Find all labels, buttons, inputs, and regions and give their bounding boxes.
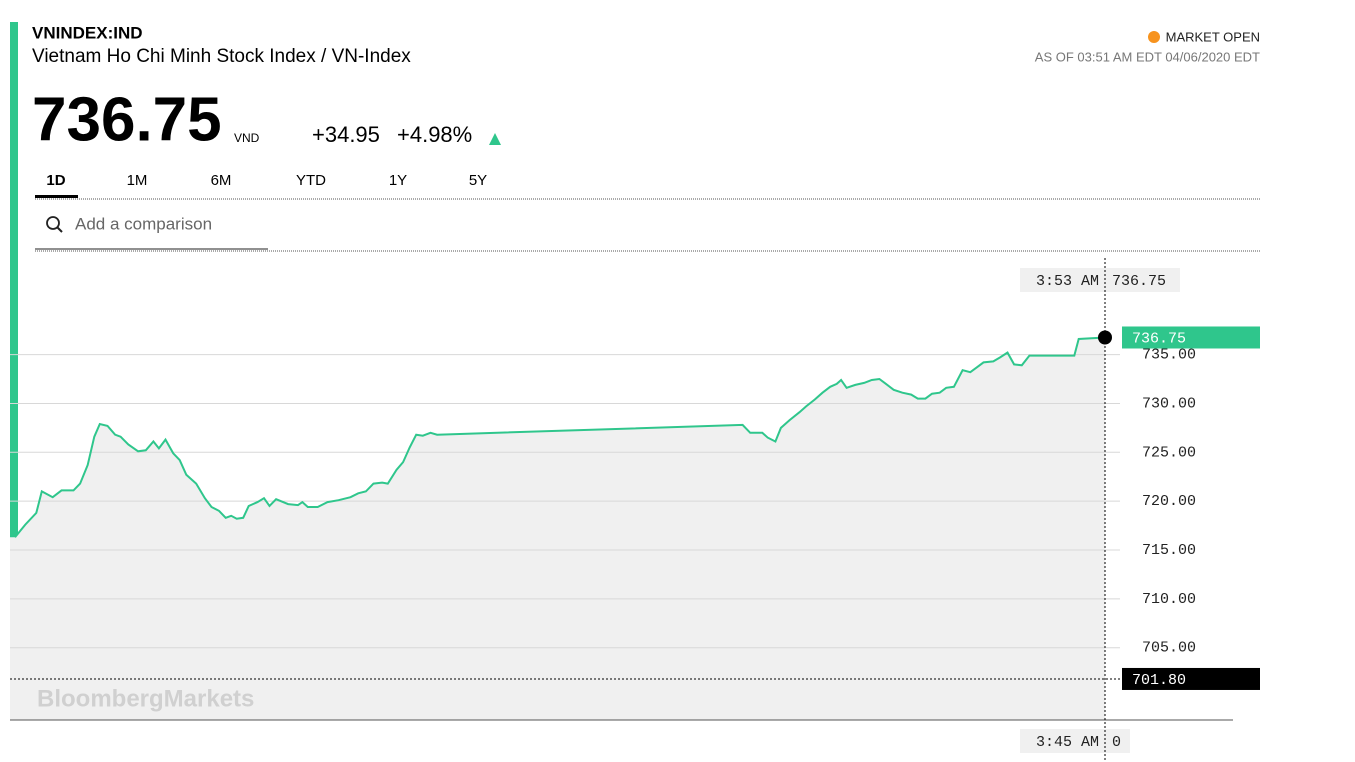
- last-value-box: [1122, 326, 1260, 349]
- y-tick-label: 710.00: [1142, 591, 1196, 608]
- y-tick-label: 735.00: [1142, 347, 1196, 364]
- y-tick-label: 730.00: [1142, 395, 1196, 412]
- y-tick-label: 725.00: [1142, 444, 1196, 461]
- crosshair-box: [1020, 729, 1130, 753]
- ticker: VNINDEX:IND: [32, 23, 143, 42]
- currency: VND: [234, 131, 260, 145]
- crosshair-value: 0: [1112, 734, 1121, 751]
- change-percent: +4.98%: [397, 122, 472, 147]
- crosshair-value: 736.75: [1112, 273, 1166, 290]
- search-placeholder[interactable]: Add a comparison: [75, 214, 212, 233]
- tab[interactable]: YTD: [296, 172, 326, 189]
- y-tick-label: 715.00: [1142, 542, 1196, 559]
- search-icon: [46, 216, 60, 230]
- search-icon: [56, 226, 63, 233]
- tab[interactable]: 5Y: [469, 172, 487, 189]
- accent-bar: [10, 22, 18, 540]
- crosshair-time: 3:53 AM: [1036, 273, 1099, 290]
- tab[interactable]: 1Y: [389, 172, 407, 189]
- tab[interactable]: 1M: [127, 172, 148, 189]
- search[interactable]: Add a comparison: [35, 214, 268, 250]
- up-arrow: [489, 133, 501, 145]
- status-dot: [1148, 31, 1160, 43]
- crosshair-time: 3:45 AM: [1036, 734, 1099, 751]
- watermark: BloombergMarkets: [37, 685, 254, 712]
- chart: 705.00 710.00 715.00 720.00 725.00 730.00 735.…: [10, 258, 1260, 762]
- last-value-label: 736.75: [1132, 330, 1186, 347]
- y-tick-label: 720.00: [1142, 493, 1196, 510]
- previous-close-box: [1122, 667, 1260, 690]
- previous-close-label: 701.80: [1132, 672, 1186, 689]
- market-status: MARKET OPEN: [1166, 29, 1260, 44]
- change: +34.95: [312, 122, 380, 147]
- tab[interactable]: 1D: [46, 172, 65, 189]
- y-tick-label: 705.00: [1142, 640, 1196, 657]
- active-tab-underline: [35, 195, 78, 198]
- tabs: 1D 1M 6M YTD 1Y 5Y: [35, 172, 487, 198]
- price-line: [14, 336, 1106, 538]
- area: [10, 337, 1105, 720]
- crosshair-box: [1020, 268, 1180, 292]
- as-of: AS OF 03:51 AM EDT 04/06/2020 EDT: [1035, 49, 1260, 64]
- tab[interactable]: 6M: [211, 172, 232, 189]
- price: 736.75: [32, 85, 222, 154]
- last-point: [1098, 330, 1112, 345]
- index-name: Vietnam Ho Chi Minh Stock Index / VN-Ind…: [32, 46, 411, 67]
